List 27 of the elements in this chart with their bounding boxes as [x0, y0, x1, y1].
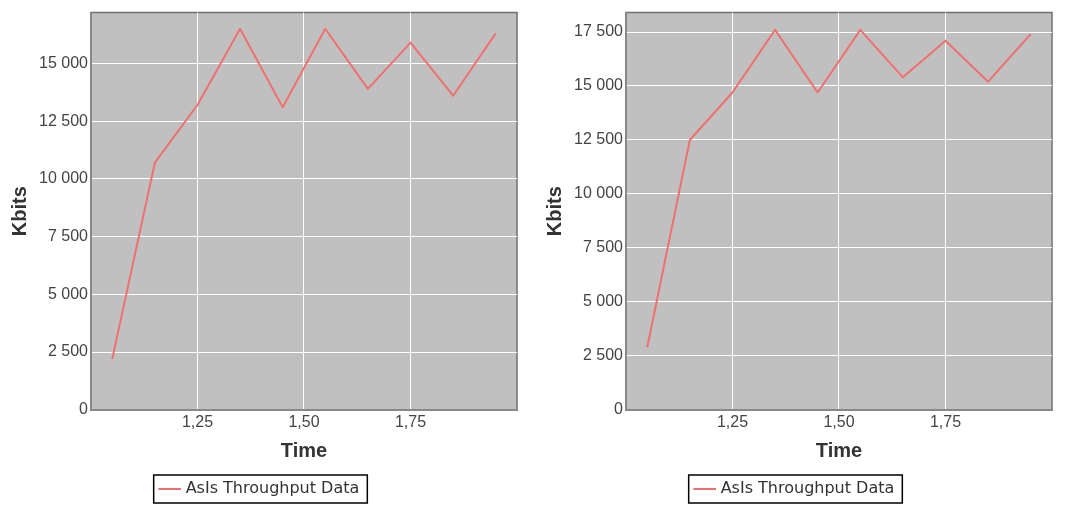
y-tick-label: 12 500	[574, 130, 624, 148]
x-tick-label: 1,75	[394, 412, 427, 430]
x-tick-label: 1,75	[929, 412, 962, 430]
y-tick-label: 7 500	[582, 238, 624, 256]
legend-label: AsIs Throughput Data	[185, 478, 360, 498]
y-tick-label: 17 500	[574, 22, 624, 40]
x-tick-label: 1,50	[823, 412, 855, 430]
x-tick-label: 1,50	[288, 412, 320, 430]
x-tick-label: 1,25	[181, 412, 214, 430]
x-tick-label: 1,25	[716, 412, 749, 430]
y-tick-label: 7 500	[47, 227, 89, 245]
legend-label: AsIs Throughput Data	[720, 478, 895, 498]
y-tick-label: 10 000	[574, 184, 624, 202]
y-tick-label: 0	[614, 400, 624, 418]
y-tick-label: 2 500	[582, 346, 624, 364]
y-tick-label: 0	[79, 400, 89, 418]
y-tick-label: 10 000	[39, 169, 89, 187]
y-tick-label: 15 000	[39, 53, 89, 71]
y-tick-label: 15 000	[574, 76, 624, 94]
y-tick-label: 12 500	[39, 111, 89, 129]
y-tick-label: 5 000	[582, 292, 624, 310]
x-axis-title: Time	[280, 438, 328, 461]
y-axis-title: Kbits	[7, 186, 30, 237]
x-axis-title: Time	[815, 438, 863, 461]
y-tick-label: 5 000	[47, 284, 89, 302]
y-axis-title: Kbits	[542, 186, 565, 237]
y-tick-label: 2 500	[47, 342, 89, 360]
